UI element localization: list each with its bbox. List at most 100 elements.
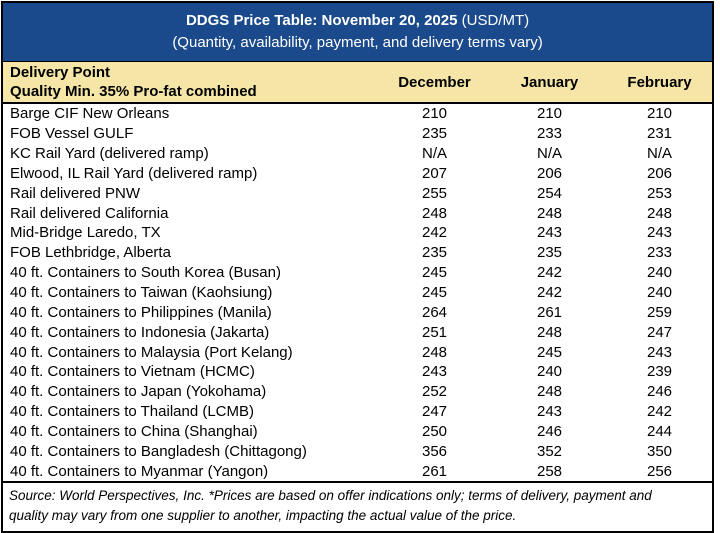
- table-row: Barge CIF New Orleans 210 210 210: [3, 103, 712, 124]
- delivery-point-cell: 40 ft. Containers to Taiwan (Kaohsiung): [10, 284, 273, 302]
- price-cell: N/A: [421, 145, 447, 163]
- delivery-point-cell: Mid-Bridge Laredo, TX: [10, 224, 161, 242]
- table-title-band: DDGS Price Table: November 20, 2025 (USD…: [3, 3, 713, 62]
- table-row: FOB Vessel GULF 235 233 231: [3, 124, 712, 144]
- price-cell: 251: [421, 323, 448, 341]
- price-cell: 246: [647, 383, 673, 401]
- delivery-point-cell: 40 ft. Containers to Myanmar (Yangon): [10, 462, 269, 480]
- table-row: 40 ft. Containers to Vietnam (HCMC) 243 24…: [3, 362, 712, 382]
- price-cell: 240: [536, 363, 563, 381]
- price-cell: 244: [647, 422, 673, 440]
- price-cell: 245: [421, 284, 448, 302]
- price-cell: 252: [421, 383, 448, 401]
- price-cell: 247: [647, 323, 673, 341]
- delivery-point-cell: 40 ft. Containers to Malaysia (Port Kela…: [10, 343, 293, 361]
- price-cell: 253: [647, 184, 673, 202]
- table-row: Rail delivered California 248 248 248: [3, 203, 712, 223]
- source-note: Source: World Perspectives, Inc. *Prices…: [3, 481, 713, 532]
- price-cell: 242: [536, 264, 563, 282]
- delivery-point-cell: 40 ft. Containers to South Korea (Busan): [10, 264, 281, 282]
- table-row: FOB Lethbridge, Alberta 235 235 233: [3, 243, 712, 263]
- price-cell: 239: [647, 363, 673, 381]
- price-cell: 207: [421, 164, 448, 182]
- table-row: KC Rail Yard (delivered ramp) N/A N/A N/A: [3, 144, 712, 164]
- price-cell: 242: [536, 284, 563, 302]
- price-cell: 248: [536, 204, 563, 222]
- source-row: Source: World Perspectives, Inc. *Prices…: [3, 481, 713, 532]
- price-cell: 210: [647, 105, 673, 123]
- price-cell: 231: [647, 125, 673, 143]
- ddgs-price-table: DDGS Price Table: November 20, 2025 (USD…: [3, 3, 713, 532]
- price-cell: 248: [647, 204, 673, 222]
- price-cell: 259: [647, 303, 673, 321]
- column-header-december: December: [377, 61, 492, 104]
- source-note-line2: quality may vary from one supplier to an…: [9, 508, 517, 524]
- table-title-main: DDGS Price Table: November 20, 2025: [185, 11, 458, 29]
- price-cell: 235: [536, 244, 563, 262]
- delivery-point-header-line1: Delivery Point: [10, 64, 111, 81]
- table-row: 40 ft. Containers to Myanmar (Yangon) 261…: [3, 461, 712, 482]
- table-row: 40 ft. Containers to China (Shanghai) 250…: [3, 422, 712, 442]
- price-cell: 248: [421, 204, 448, 222]
- table-row: 40 ft. Containers to Thailand (LCMB) 247 2…: [3, 402, 712, 422]
- price-cell: 248: [421, 343, 448, 361]
- price-cell: 243: [647, 343, 673, 361]
- table-row: 40 ft. Containers to South Korea (Busan)…: [3, 263, 712, 283]
- price-cell: 356: [421, 442, 448, 460]
- table-row: 40 ft. Containers to Malaysia (Port Kela…: [3, 342, 712, 362]
- delivery-point-cell: 40 ft. Containers to China (Shanghai): [10, 422, 258, 440]
- price-cell: 235: [421, 244, 448, 262]
- table-title-unit: (USD/MT): [457, 11, 530, 29]
- table-row: Elwood, IL Rail Yard (delivered ramp) 207…: [3, 164, 712, 184]
- table-title: DDGS Price Table: November 20, 2025 (USD…: [3, 10, 712, 32]
- price-cell: 258: [536, 462, 563, 480]
- price-cell: 245: [421, 264, 448, 282]
- price-cell: 243: [647, 224, 673, 242]
- price-cell: 240: [647, 264, 673, 282]
- delivery-point-cell: 40 ft. Containers to Bangladesh (Chittag…: [10, 442, 307, 460]
- price-cell: 206: [647, 164, 673, 182]
- price-cell: 243: [536, 403, 563, 421]
- price-cell: 248: [536, 383, 563, 401]
- delivery-point-cell: KC Rail Yard (delivered ramp): [10, 145, 209, 163]
- delivery-point-header: Delivery Point Quality Min. 35% Pro-fat …: [3, 61, 377, 104]
- price-cell: 248: [536, 323, 563, 341]
- price-cell: 256: [647, 462, 673, 480]
- delivery-point-cell: FOB Lethbridge, Alberta: [10, 244, 171, 262]
- delivery-point-cell: 40 ft. Containers to Indonesia (Jakarta): [10, 323, 270, 341]
- table-row: Rail delivered PNW 255 254 253: [3, 183, 712, 203]
- price-cell: 240: [647, 284, 673, 302]
- price-cell: 210: [421, 105, 448, 123]
- price-cell: 246: [536, 422, 563, 440]
- price-cell: 242: [421, 224, 448, 242]
- column-header-february: February: [607, 61, 713, 104]
- price-cell: 254: [536, 184, 563, 202]
- price-cell: 261: [421, 462, 448, 480]
- price-cell: 250: [421, 422, 448, 440]
- delivery-point-cell: FOB Vessel GULF: [10, 125, 134, 143]
- price-cell: N/A: [647, 145, 673, 163]
- table-subtitle: (Quantity, availability, payment, and de…: [172, 33, 543, 51]
- delivery-point-cell: 40 ft. Containers to Philippines (Manila…: [10, 303, 272, 321]
- price-cell: 206: [536, 164, 563, 182]
- delivery-point-cell: 40 ft. Containers to Japan (Yokohama): [10, 383, 267, 401]
- table-row: Mid-Bridge Laredo, TX 242 243 243: [3, 223, 712, 243]
- title-row: DDGS Price Table: November 20, 2025 (USD…: [3, 3, 713, 62]
- price-cell: 243: [536, 224, 563, 242]
- price-cell: 245: [536, 343, 563, 361]
- table-row: 40 ft. Containers to Japan (Yokohama) 252…: [3, 382, 712, 402]
- price-cell: 235: [421, 125, 448, 143]
- price-cell: 243: [421, 363, 448, 381]
- price-cell: 352: [536, 442, 563, 460]
- table-row: 40 ft. Containers to Philippines (Manila…: [3, 302, 712, 322]
- price-cell: 264: [421, 303, 448, 321]
- delivery-point-cell: Rail delivered California: [10, 204, 169, 222]
- source-note-line1: Source: World Perspectives, Inc. *Prices…: [9, 488, 652, 504]
- price-cell: 233: [536, 125, 563, 143]
- price-cell: N/A: [536, 145, 562, 163]
- delivery-point-cell: Rail delivered PNW: [10, 184, 141, 202]
- table-row: 40 ft. Containers to Indonesia (Jakarta)…: [3, 322, 712, 342]
- price-cell: 350: [647, 442, 673, 460]
- table-row: 40 ft. Containers to Bangladesh (Chittag…: [3, 441, 712, 461]
